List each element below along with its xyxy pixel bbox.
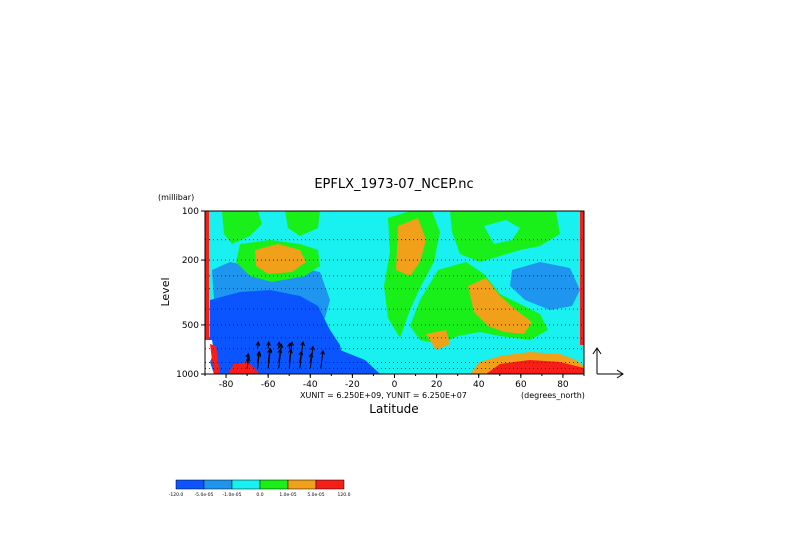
flux-vector (277, 348, 283, 363)
y-tick-label: 1000 (176, 370, 199, 380)
x-tick-label: -60 (261, 380, 276, 390)
flux-vector (256, 350, 262, 363)
y-tick-label: 200 (182, 256, 199, 266)
y-axis-unit: (millibar) (158, 193, 194, 202)
flux-vector (309, 345, 315, 369)
flux-vector (266, 341, 271, 349)
colorbar-label: -5.0e-05 (195, 492, 214, 498)
contour-region (255, 244, 306, 274)
contour-region (285, 211, 320, 236)
colorbar-swatch (203, 479, 233, 490)
x-tick-label: 60 (515, 380, 527, 390)
colorbar-swatch (175, 479, 205, 490)
colorbar-swatch (231, 479, 261, 490)
x-tick-label: 0 (392, 380, 398, 390)
y-axis: 100 200 500 1000 (176, 207, 205, 380)
vector-unit-text: XUNIT = 6.250E+09, YUNIT = 6.250E+07 (300, 391, 467, 400)
chart-title: EPFLX_1973-07_NCEP.nc (314, 177, 473, 192)
ep-flux-vectors (245, 341, 325, 369)
contour-region (484, 220, 520, 244)
flux-vector (276, 341, 282, 349)
colorbar-swatch (287, 479, 317, 490)
flux-vector (245, 352, 251, 363)
x-tick-label: 40 (473, 380, 485, 390)
x-tick-label: -20 (345, 380, 360, 390)
flux-vector (278, 343, 284, 369)
flux-vector (299, 341, 305, 369)
colorbar-label: 0.0 (256, 492, 263, 498)
x-tick-label: 80 (557, 380, 569, 390)
x-tick-label: -80 (219, 380, 234, 390)
plot-area (205, 211, 584, 374)
colorbar-swatch (315, 479, 345, 490)
contour-region (222, 211, 262, 244)
flux-vector (255, 341, 261, 349)
colorbar-swatch (259, 479, 289, 490)
x-axis: -80 -60 -40 -20 0 20 40 60 80 (204, 374, 585, 390)
x-axis-unit: (degrees_north) (521, 391, 585, 400)
colorbar-label: 5.0e-05 (307, 492, 324, 498)
contour-region (486, 360, 584, 374)
colorbar-label: -120.0 (169, 492, 184, 498)
colorbar-legend: -120.0 -5.0e-05 -1.0e-05 0.0 1.0e-05 5.0e-05 1… (169, 479, 351, 498)
contour-region (580, 211, 584, 345)
contour-region (228, 362, 260, 374)
x-tick-label: 20 (431, 380, 443, 390)
y-tick-label: 500 (182, 321, 199, 331)
reference-vector-key (592, 347, 624, 379)
contour-region (510, 262, 580, 310)
contour-region (396, 218, 426, 276)
contour-region (210, 344, 220, 374)
colorbar-label: 120.0 (338, 492, 351, 498)
flux-vector (308, 352, 314, 363)
flux-vector (288, 348, 293, 363)
flux-vector (298, 350, 304, 363)
flux-vector (320, 349, 325, 369)
colorbar-label: -1.0e-05 (223, 492, 242, 498)
x-tick-label: -40 (303, 380, 318, 390)
colorbar-label: 1.0e-05 (279, 492, 296, 498)
flux-vector (287, 342, 292, 349)
y-axis-label: Level (159, 277, 172, 306)
flux-vector (267, 348, 272, 363)
contour-region (426, 330, 450, 350)
contour-region (468, 278, 532, 334)
contour-region (205, 211, 209, 374)
contour-fills (205, 211, 584, 374)
y-tick-label: 100 (182, 207, 199, 217)
x-axis-label: Latitude (369, 402, 418, 416)
